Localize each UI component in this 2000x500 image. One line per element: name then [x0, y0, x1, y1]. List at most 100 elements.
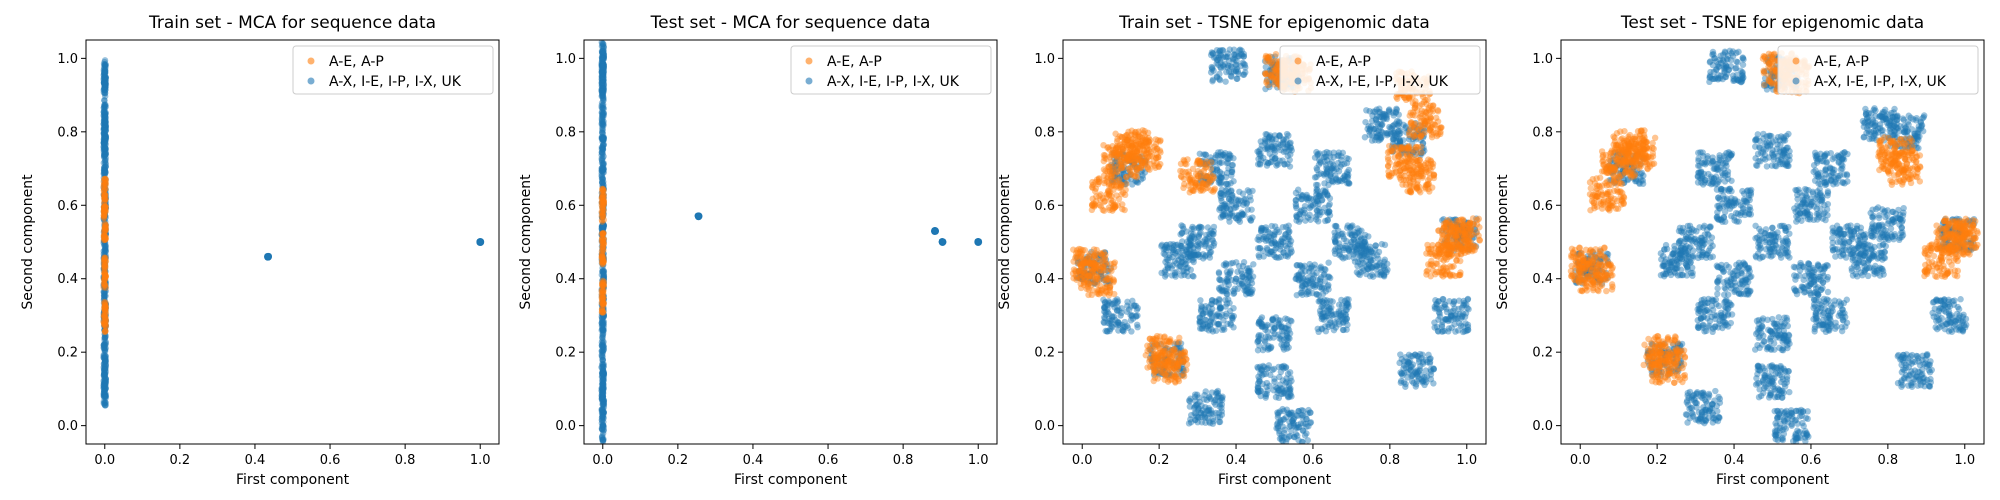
- series-1-cloud-point: [600, 371, 608, 378]
- series-1-cloud-point: [1299, 264, 1306, 272]
- series-1-cloud-point: [101, 366, 109, 373]
- series-1-cloud-point: [600, 327, 607, 334]
- series-1-point: [599, 55, 606, 62]
- series-1-cloud-point: [1397, 130, 1404, 137]
- series-1-cloud-point: [1226, 270, 1233, 277]
- series-1-cloud-point: [1217, 152, 1224, 159]
- series-0-cloud-point: [102, 226, 109, 234]
- series-0-cloud-point: [600, 287, 607, 294]
- series-1-cloud-point: [1256, 378, 1263, 385]
- series-1-cloud-point: [100, 139, 107, 147]
- series-1-cloud-point: [599, 48, 606, 55]
- series-1-cloud-point: [1377, 259, 1384, 266]
- series-0-cloud-point: [100, 236, 108, 244]
- series-1-cloud-point: [1183, 248, 1190, 255]
- series-1-cloud-point: [600, 311, 607, 318]
- series-1-cloud-point: [1244, 187, 1251, 194]
- series-1-cloud-point: [1114, 165, 1122, 173]
- series-1-cloud-point: [1249, 286, 1256, 294]
- series-1-cloud-point: [600, 280, 607, 288]
- series-1-cloud-point: [1269, 144, 1276, 151]
- series-1-cloud-point: [1395, 122, 1402, 130]
- series-1-cloud-point: [1180, 225, 1187, 233]
- series-1-cloud-point: [1313, 148, 1320, 156]
- series-0-cloud-point: [599, 190, 606, 198]
- series-1-cloud-point: [1119, 327, 1126, 334]
- series-1-cloud-point: [1210, 170, 1217, 177]
- series-1-cloud-point: [1255, 233, 1263, 241]
- series-0-cloud-point: [1116, 176, 1123, 183]
- series-1-cloud-point: [101, 65, 108, 73]
- series-0-cloud-point: [1124, 144, 1131, 152]
- series-1-cloud-point: [477, 239, 484, 246]
- series-1-cloud-point: [1113, 171, 1120, 178]
- series-1-cloud-point: [931, 227, 938, 234]
- series-1-cloud-point: [1435, 316, 1442, 323]
- series-1-cloud-point: [1375, 255, 1382, 263]
- series-1-cloud-point: [1298, 277, 1306, 284]
- x-axis-label: First component: [236, 472, 350, 488]
- series-1-cloud-point: [600, 77, 607, 84]
- series-1-cloud-point: [599, 337, 606, 344]
- series-1-cloud-point: [600, 346, 607, 354]
- series-0-cloud-point: [102, 254, 109, 262]
- series-1-cloud-point: [1217, 305, 1224, 312]
- series-1-cloud-point: [1296, 274, 1304, 282]
- series-1-cloud-point: [102, 176, 109, 183]
- series-1-cloud-point: [939, 239, 947, 246]
- series-1-cloud-point: [1266, 345, 1273, 352]
- series-1-cloud-point: [1180, 251, 1187, 259]
- series-1-cloud-point: [599, 188, 606, 196]
- series-1-cloud-point: [974, 238, 982, 245]
- series-1-cloud-point: [1258, 372, 1266, 379]
- series-1-cloud-point: [600, 109, 607, 117]
- series-1-cloud-point: [1267, 248, 1275, 255]
- series-1-cloud-point: [599, 375, 607, 382]
- series-1-cloud-point: [102, 375, 109, 382]
- series-1-cloud-point: [101, 89, 108, 96]
- series-0-cloud-point: [598, 198, 606, 206]
- series-1-cloud-point: [1258, 314, 1266, 321]
- series-1-cloud-point: [1254, 384, 1262, 392]
- series-1-cloud-point: [598, 63, 606, 70]
- series-0-cloud-point: [600, 199, 608, 206]
- series-1-cloud-point: [1279, 235, 1286, 242]
- series-1-cloud-point: [1303, 191, 1310, 199]
- series-1-cloud-point: [1288, 147, 1295, 154]
- series-1-cloud-point: [100, 147, 108, 154]
- series-1-cloud-point: [1274, 389, 1281, 397]
- series-1-cloud-point: [1223, 202, 1230, 209]
- series-1-cloud-point: [101, 239, 109, 246]
- series-1-cloud-point: [1205, 327, 1212, 334]
- series-1-cloud-point: [1331, 238, 1339, 245]
- series-1-cloud-point: [1259, 380, 1266, 388]
- series-0-cloud-point: [600, 191, 607, 199]
- series-1-cloud-point: [1314, 150, 1322, 158]
- series-1-cloud-point: [1170, 246, 1177, 254]
- series-1-cloud-point: [1214, 320, 1221, 328]
- series-1-cloud-point: [1231, 204, 1238, 212]
- series-1-cloud-point: [1331, 247, 1338, 255]
- series-1-cloud-point: [1219, 61, 1227, 69]
- series-1-cloud-point: [1166, 254, 1173, 261]
- series-1-cloud-point: [598, 64, 606, 71]
- series-1-cloud-point: [1090, 253, 1098, 261]
- series-1-cloud-point: [264, 253, 271, 260]
- series-1-cloud-point: [938, 238, 946, 245]
- series-1-cloud-point: [1236, 218, 1244, 225]
- series-1-cloud-point: [1351, 238, 1359, 245]
- series-1-cloud-point: [1229, 194, 1236, 201]
- series-0-point: [599, 202, 606, 209]
- series-1-cloud-point: [600, 165, 607, 173]
- series-1-cloud-point: [101, 335, 108, 342]
- series-1-cloud-point: [600, 328, 607, 336]
- series-1-cloud-point: [101, 144, 109, 151]
- series-1-cloud-point: [1178, 258, 1185, 265]
- series-1-cloud-point: [1317, 278, 1324, 285]
- series-1-cloud-point: [599, 258, 607, 265]
- series-1-cloud-point: [101, 330, 108, 338]
- series-1-cloud-point: [1215, 179, 1223, 186]
- series-1-cloud-point: [1132, 177, 1139, 185]
- series-1-cloud-point: [102, 83, 109, 91]
